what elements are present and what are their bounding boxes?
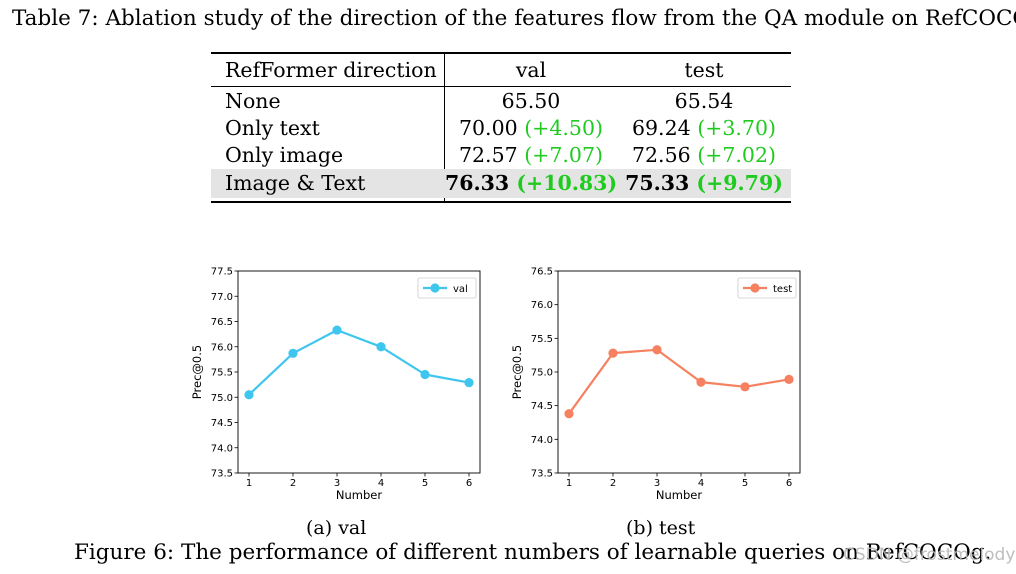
data-point [332,325,342,335]
row-val-delta: (+10.83) [516,171,618,195]
y-tick-label: 74.0 [211,443,233,454]
chart-val: 73.5 74.0 74.5 75.0 75.5 76.0 76.5 77.0 77.5 1 2 3 4… [190,267,481,502]
x-tick-label: 4 [378,478,384,489]
series-line-val [248,328,470,396]
x-tick-label: 3 [654,478,660,489]
data-point [652,345,662,355]
x-axis-label: Number [656,488,702,502]
row-name: Image & Text [225,171,366,195]
ablation-table: RefFormer direction val test None 65.50 … [211,52,791,204]
subcaption-test: (b) test [626,517,696,539]
y-tick-label: 76.5 [211,317,233,328]
data-point [376,342,386,352]
table-header-rule [211,86,791,87]
table-bottom-rule [211,201,791,203]
data-point [244,390,254,400]
y-tick-label: 74.5 [211,418,233,429]
table-row: Only image 72.57 (+7.07) 72.56 (+7.02) [211,141,791,168]
data-point [464,378,474,388]
data-point [288,348,298,358]
legend: val [417,277,477,299]
y-tick-label: 76.5 [531,267,553,278]
row-val-delta: (+7.07) [524,143,604,167]
x-tick-label: 4 [698,478,704,489]
row-val: 65.50 [501,89,561,113]
table-column-divider [444,54,445,201]
x-tick-label: 2 [610,478,616,489]
row-test: 72.56 (+7.02) [631,143,777,167]
x-tick-label: 1 [566,478,572,489]
row-test-delta: (+9.79) [696,171,783,195]
table-row: None 65.50 65.54 [211,87,791,114]
data-point [696,377,706,387]
y-axis-label: Prec@0.5 [510,345,524,399]
table-row: Only text 70.00 (+4.50) 69.24 (+3.70) [211,114,791,141]
row-test: 65.54 [674,89,734,113]
row-name: Only image [225,143,344,167]
row-val: 72.57 (+7.07) [458,143,604,167]
x-tick-label: 1 [246,478,252,489]
chart-test: 73.5 74.0 74.5 75.0 75.5 76.0 76.5 1 2 3 4 5 6 Number… [510,267,801,502]
header-val: val [515,58,547,82]
y-tick-label: 76.0 [531,300,553,311]
row-val: 70.00 (+4.50) [458,116,604,140]
y-tick-label: 73.5 [211,469,233,480]
y-tick-label: 73.5 [531,469,553,480]
y-axis-label: Prec@0.5 [190,345,204,399]
row-val-delta: (+4.50) [524,116,604,140]
data-point [420,369,430,380]
y-tick-label: 75.5 [531,334,553,345]
series-line-test [568,348,790,415]
watermark: CSDN @frostmelody [843,545,1016,565]
x-axis-label: Number [336,488,382,502]
y-tick-label: 74.5 [531,401,553,412]
table-header-row: RefFormer direction val test [211,56,791,83]
x-tick-label: 2 [290,478,296,489]
plot-frame [557,270,801,474]
data-point [608,348,618,358]
legend-marker [430,283,440,293]
data-point [740,382,750,392]
row-val: 76.33 (+10.83) [445,171,618,195]
subcaption-val: (a) val [306,517,367,539]
table-top-rule [211,52,791,54]
row-test: 75.33 (+9.79) [625,171,783,195]
x-tick-label: 6 [466,478,472,489]
x-tick-label: 6 [786,478,792,489]
y-tick-label: 74.0 [531,435,553,446]
x-tick-label: 5 [742,478,748,489]
x-tick-label: 5 [422,478,428,489]
y-tick-label: 77.0 [211,292,233,303]
row-name: None [225,89,281,113]
legend-marker [750,283,760,293]
table-caption: Table 7: Ablation study of the direction… [12,6,1016,31]
data-point [784,374,794,385]
y-tick-label: 77.5 [211,267,233,278]
y-tick-label: 76.0 [211,342,233,353]
legend: test [737,277,797,299]
row-name: Only text [225,116,320,140]
y-tick-label: 75.0 [531,368,553,379]
header-direction: RefFormer direction [225,58,437,82]
y-tick-label: 75.0 [211,393,233,404]
header-test: test [684,58,724,82]
row-test: 69.24 (+3.70) [631,116,777,140]
data-point [564,409,574,419]
x-tick-label: 3 [334,478,340,489]
legend-label: test [773,284,792,295]
legend-label: val [453,284,468,295]
row-test-delta: (+3.70) [697,116,777,140]
y-tick-label: 75.5 [211,368,233,379]
figure-caption: Figure 6: The performance of different n… [74,540,992,565]
table-row-highlighted: Image & Text 76.33 (+10.83) 75.33 (+9.79… [211,169,791,198]
row-test-delta: (+7.02) [697,143,777,167]
